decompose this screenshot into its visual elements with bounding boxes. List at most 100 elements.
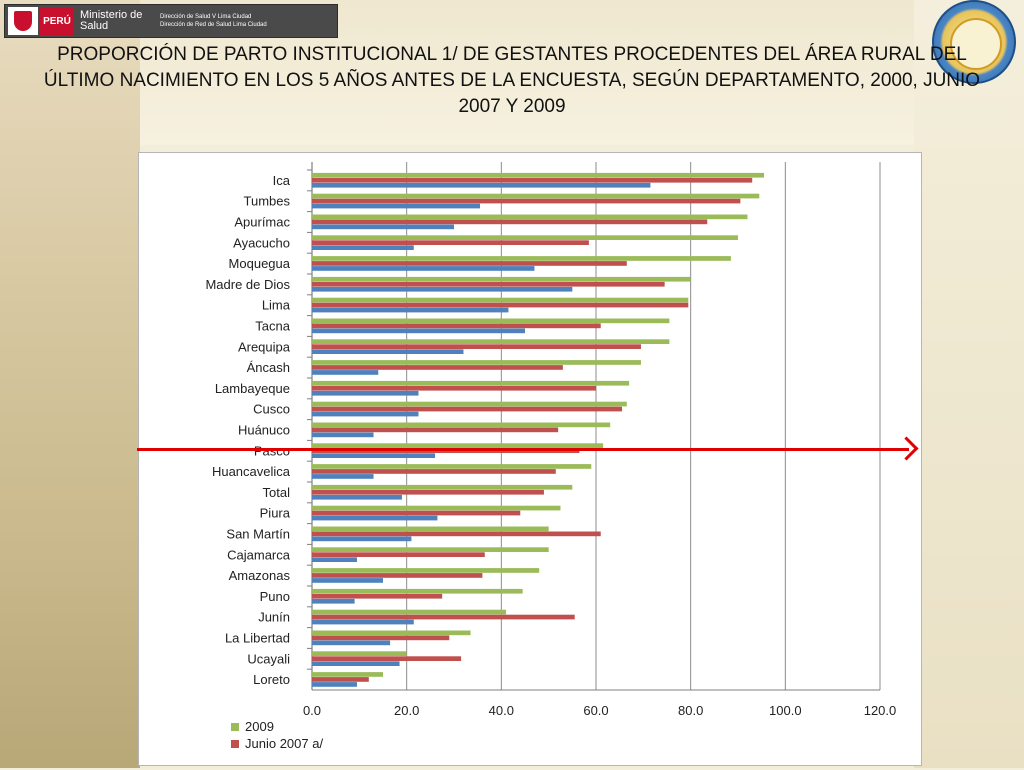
category-label: Moquegua — [229, 256, 291, 271]
bar-junio-2007 — [312, 219, 708, 225]
x-tick-label: 20.0 — [394, 703, 419, 718]
bar-2000 — [312, 390, 419, 396]
category-label: Ucayali — [247, 651, 290, 666]
bar-2000 — [312, 598, 355, 604]
bar-2009 — [312, 318, 670, 324]
direccion-line-1: Dirección de Salud V Lima Ciudad — [160, 14, 252, 20]
category-label: Amazonas — [229, 568, 291, 583]
background-left-decoration — [0, 0, 140, 768]
country-label: PERÚ — [40, 7, 74, 35]
bar-2009 — [312, 422, 611, 428]
bar-2009 — [312, 672, 383, 677]
bar-junio-2007 — [312, 469, 556, 474]
category-label: Huánuco — [238, 423, 290, 438]
bar-2009 — [312, 339, 670, 344]
highlight-arrow-line — [137, 448, 909, 451]
bar-2009 — [312, 443, 604, 448]
bar-2000 — [312, 682, 357, 687]
bar-junio-2007 — [312, 552, 485, 557]
bar-junio-2007 — [312, 240, 589, 245]
bar-2009 — [312, 360, 641, 365]
category-label: Lambayeque — [215, 381, 290, 396]
bar-junio-2007 — [312, 406, 623, 412]
category-label: Puno — [260, 589, 290, 604]
bar-2000 — [312, 245, 414, 250]
category-label: Áncash — [247, 360, 290, 375]
bar-junio-2007 — [312, 281, 665, 287]
bar-junio-2007 — [312, 177, 753, 183]
bar-2009 — [312, 505, 561, 511]
bar-2000 — [312, 182, 651, 188]
category-label: Huancavelica — [212, 464, 291, 479]
bar-2000 — [312, 203, 481, 209]
bar-2000 — [312, 328, 525, 334]
x-tick-label: 80.0 — [678, 703, 703, 718]
bar-2009 — [312, 380, 630, 386]
bar-2000 — [312, 224, 454, 230]
legend-label-2009: 2009 — [245, 719, 274, 734]
bar-junio-2007 — [312, 489, 544, 495]
bar-2009 — [312, 630, 471, 636]
category-label: Total — [263, 485, 291, 500]
bar-2000 — [312, 474, 374, 479]
bar-junio-2007 — [312, 593, 443, 599]
category-label: Cajamarca — [227, 547, 291, 562]
category-label: Madre de Dios — [205, 277, 290, 292]
bar-junio-2007 — [312, 635, 450, 641]
background-right-decoration — [914, 0, 1024, 768]
direccion-labels: Dirección de Salud V Lima Ciudad Direcci… — [160, 13, 267, 29]
ministry-banner: PERÚ Ministerio de Salud Dirección de Sa… — [4, 4, 338, 38]
bar-2000 — [312, 578, 383, 583]
bar-2009 — [312, 609, 507, 615]
category-label: La Libertad — [225, 631, 290, 646]
bar-2000 — [312, 349, 464, 354]
bar-2000 — [312, 453, 436, 458]
bar-2009 — [312, 651, 407, 656]
x-tick-label: 40.0 — [489, 703, 514, 718]
bar-2000 — [312, 411, 419, 417]
bar-2000 — [312, 640, 391, 646]
bar-2000 — [312, 286, 573, 292]
bar-junio-2007 — [312, 302, 689, 308]
category-label: Piura — [260, 506, 291, 521]
bar-2009 — [312, 214, 748, 220]
category-label: Arequipa — [238, 339, 291, 354]
institution-seal-icon — [932, 0, 1016, 84]
bar-2000 — [312, 661, 400, 666]
category-label: Ica — [273, 173, 291, 188]
bar-2000 — [312, 515, 438, 521]
bar-chart: 0.0 20.0 40.0 60.0 80.0 100.0 120.0 Ica Tumbes Ap… — [205, 162, 897, 751]
bar-junio-2007 — [312, 573, 483, 578]
bar-2009 — [312, 276, 691, 282]
category-label: Cusco — [253, 402, 290, 417]
bar-2000 — [312, 619, 414, 625]
bar-junio-2007 — [312, 385, 596, 391]
legend-swatch-junio-2007 — [231, 740, 239, 748]
bar-2009 — [312, 172, 765, 178]
bar-2009 — [312, 547, 549, 552]
bar-2009 — [312, 568, 540, 573]
bar-junio-2007 — [312, 656, 462, 661]
x-tick-label: 120.0 — [864, 703, 897, 718]
bar-junio-2007 — [312, 614, 575, 620]
bar-junio-2007 — [312, 677, 369, 682]
bar-2009 — [312, 193, 760, 199]
category-label: Junín — [258, 610, 290, 625]
legend-swatch-2009 — [231, 723, 239, 731]
bar-2009 — [312, 464, 592, 469]
bar-2009 — [312, 484, 573, 490]
x-tick-label: 0.0 — [303, 703, 321, 718]
category-label: Lima — [262, 298, 291, 313]
ministry-label: Ministerio de Salud — [80, 9, 143, 32]
category-label: Ayacucho — [233, 235, 290, 250]
bar-junio-2007 — [312, 261, 627, 266]
bar-2009 — [312, 401, 627, 407]
page-title: PROPORCIÓN DE PARTO INSTITUCIONAL 1/ DE … — [43, 44, 981, 117]
bar-junio-2007 — [312, 365, 563, 370]
bar-2009 — [312, 526, 549, 532]
category-label: Tumbes — [244, 194, 291, 209]
bar-2009 — [312, 588, 523, 594]
category-label: Loreto — [253, 672, 290, 687]
bar-2009 — [312, 235, 738, 240]
bar-junio-2007 — [312, 198, 741, 204]
